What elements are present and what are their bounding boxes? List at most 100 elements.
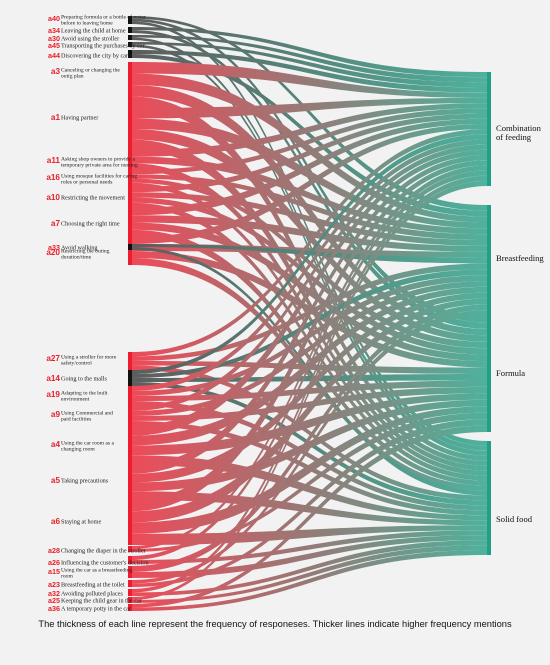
source-label-a27: a27 Using a stroller for moresafety/contr… [46,354,116,367]
flow-link [131,393,488,456]
source-label-a30: a30 Avoid using the stroller [48,34,119,43]
source-text: Canceling or changing the [61,68,120,74]
source-node-a36 [128,604,132,611]
source-text: Leaving the child at home [61,28,126,35]
source-text: Having partner [61,115,98,122]
source-node-a28 [128,546,132,552]
source-text: Using a stroller for more [61,354,117,361]
source-node-a25 [128,597,132,603]
source-label-a45: a45 Transporting the purchases by car [48,41,145,50]
flow-link [131,269,488,378]
target-label: Solid food [496,514,533,524]
flow-link [131,156,488,235]
source-text: before to leaving home [61,20,113,27]
flow-link [131,97,488,119]
source-node-a44 [128,50,132,58]
flow-link [131,149,488,436]
flow-link [131,182,488,476]
source-node-a27 [128,352,132,370]
source-label-a23: a23 Breastfeeding at the toilet [48,580,125,589]
flow-link [131,535,488,578]
source-label-a10: a10 Restricting the movement [46,193,125,202]
source-text: Restricting the movement [61,195,125,202]
target-label: Breastfeeding [496,253,544,263]
source-text: Keeping the child gear in the car [61,598,142,605]
flow-links [131,16,488,611]
flow-link [131,54,488,217]
flow-link [131,258,488,491]
source-label-a32: a32 Avoiding polluted places [48,589,123,598]
source-node-a30 [128,35,132,40]
source-text: Restricting the outing [61,249,110,255]
sankey-diagram: a40 Preparing formula or a bottle of wate… [46,14,544,613]
source-text: Using mosque facilities for caring [61,173,137,180]
source-node-a19 [128,386,132,406]
source-node-a33 [128,244,132,250]
flow-link [131,118,488,229]
flow-link [131,160,488,512]
figure-caption: The thickness of each line represent the… [38,619,512,629]
source-text: environment [61,397,90,403]
source-node-a1 [128,108,132,150]
source-text: changing room [61,447,95,453]
flow-link [131,386,488,421]
flow-link [131,165,488,550]
source-node-a9 [128,406,132,426]
source-node-a11 [128,150,132,170]
source-text: Taking precautions [61,478,109,485]
target-node [487,316,491,432]
source-code: a27 [46,354,60,363]
flow-link [131,35,488,83]
source-text: paid facilities [61,416,91,423]
flow-link [131,129,488,357]
target-label: Formula [496,368,525,378]
flow-link [131,27,488,78]
source-label-a40: a40 Preparing formula or a bottle of wate… [48,14,146,27]
source-code: a23 [48,580,60,589]
flow-link [131,292,488,483]
source-code: a19 [46,390,60,399]
source-code: a36 [48,604,60,612]
source-code: a20 [46,248,60,257]
flow-link [131,455,488,521]
source-node-a7 [128,208,132,237]
flow-link [131,170,488,561]
flow-link [131,73,488,223]
flow-link [131,304,488,572]
source-code: a10 [46,193,60,202]
source-text: Avoiding polluted places [61,591,123,598]
flow-link [131,175,488,593]
source-text: Preparing formula or a bottle of water [61,14,146,21]
source-text: temporary private area for nursing [61,162,138,169]
source-node-a26 [128,556,132,564]
source-label-a25: a25 Keeping the child gear in the car [48,596,142,605]
source-text: Avoid walking [61,245,98,252]
source-node-a32 [128,589,132,596]
flow-link [131,215,488,252]
flow-link [131,298,488,523]
source-label-a1: a1 Having partner [51,113,98,122]
source-text: Using the car as a breastfeeding [61,567,132,574]
flow-link [131,50,488,93]
source-text: Adapting to the built [61,391,108,397]
source-node-a10 [128,187,132,208]
source-node-a20 [128,237,132,265]
source-node-a14 [128,370,132,386]
source-text: Discovering the city by car [61,53,128,60]
flow-link [131,85,488,336]
source-label-a34: a34 Leaving the child at home [48,26,126,35]
source-text: room [61,574,73,580]
source-label-a16: a16 Using mosque facilities for caringrol… [46,173,137,186]
source-code: a7 [51,219,61,228]
flow-link [131,202,488,481]
target-text: Solid food [496,514,533,524]
source-node-a15 [128,566,132,578]
source-code: a44 [48,51,60,60]
source-label-a14: a14 Going to the malls [46,374,107,383]
source-label-a11: a11 Asking shop owners to provide atempor… [47,156,138,169]
flow-link [131,30,488,329]
source-text: Choosing the right time [61,221,120,228]
flow-link [131,412,488,552]
